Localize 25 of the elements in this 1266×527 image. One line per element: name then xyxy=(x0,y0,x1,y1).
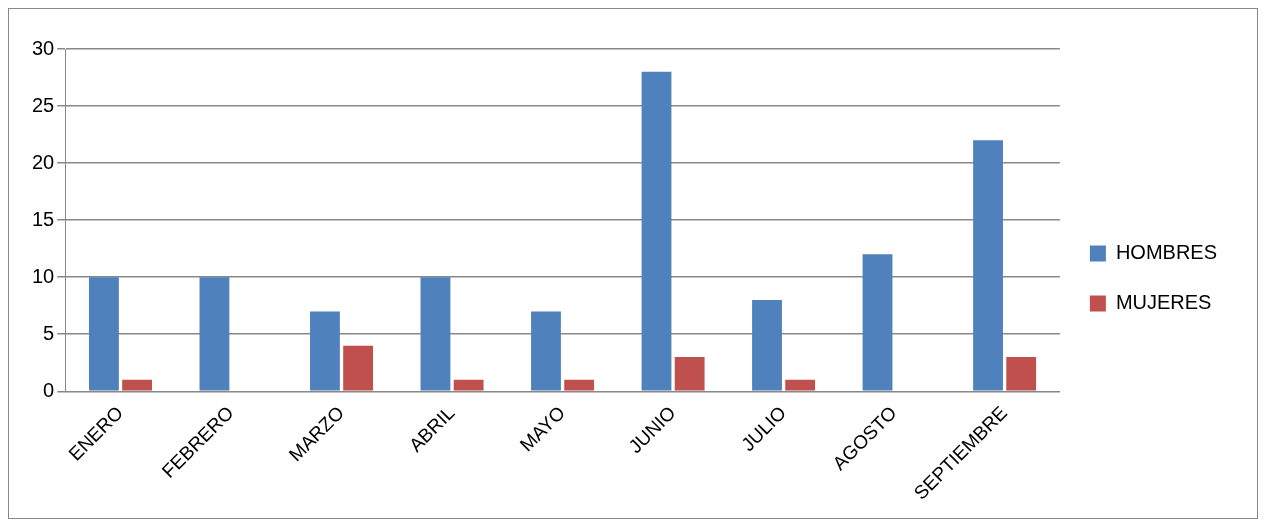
y-tick-label: 5 xyxy=(43,321,55,344)
y-tick-label: 25 xyxy=(32,93,55,116)
bar xyxy=(89,277,119,391)
bar xyxy=(641,71,672,391)
y-tick-label: 20 xyxy=(32,150,55,173)
y-tick-label: 10 xyxy=(32,264,55,287)
y-tick-label: 0 xyxy=(43,378,55,401)
bar xyxy=(862,254,893,391)
bar xyxy=(420,277,451,391)
bar xyxy=(674,357,705,391)
bar xyxy=(752,300,782,391)
bar xyxy=(1006,357,1037,391)
bar xyxy=(199,277,230,391)
bar xyxy=(785,379,816,391)
y-tick-label: 30 xyxy=(32,36,55,59)
bar xyxy=(564,379,595,391)
bar xyxy=(343,345,374,391)
legend-label: MUJERES xyxy=(1115,291,1212,314)
bar xyxy=(973,140,1003,391)
y-tick-label: 15 xyxy=(32,207,55,230)
bar xyxy=(122,379,152,391)
bar xyxy=(531,311,561,391)
bar xyxy=(453,379,484,391)
legend-label: HOMBRES xyxy=(1115,241,1217,264)
bar xyxy=(310,311,340,391)
